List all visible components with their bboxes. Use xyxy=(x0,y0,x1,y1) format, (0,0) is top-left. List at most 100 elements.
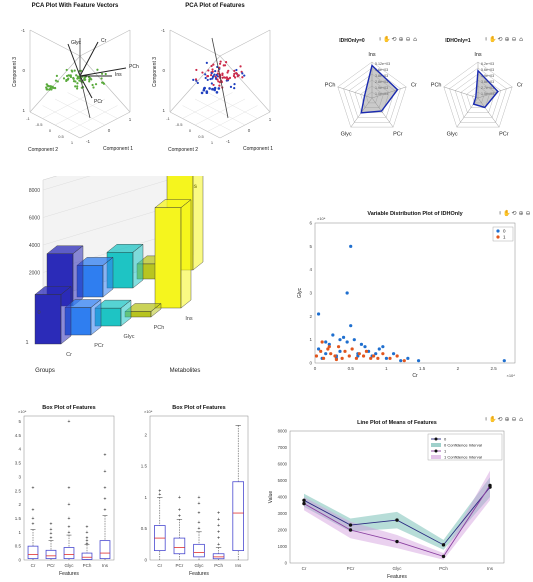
pca-point xyxy=(50,88,53,91)
pca-point xyxy=(56,80,59,83)
export-icon: ⭫ xyxy=(485,36,487,43)
scatter-point xyxy=(326,347,330,351)
legend-swatch xyxy=(431,443,441,447)
pca-point xyxy=(74,80,77,83)
axis-frame-line xyxy=(219,29,271,57)
scatter-point xyxy=(354,356,359,360)
outlier-marker: + xyxy=(32,486,35,492)
radar-ring-label: 6.2e+03 xyxy=(481,62,494,66)
series-point xyxy=(302,498,306,502)
outlier-marker: + xyxy=(198,520,201,526)
category-tick-label: PCh xyxy=(154,325,165,331)
x-tick-label: PCh xyxy=(83,563,92,568)
line-plot: Line Plot of Means of Features ⭫ ✋ ⟲ ⊕ ⊖ ⌂0100… xyxy=(268,415,523,580)
radar-ring-label: 1.9e+03 xyxy=(375,86,388,90)
radar-idh0-panel: IDHOnly=0 ⭫ ✋ ⟲ ⊕ ⊖ ⌂ 5.12e+03 4.6e+03 3.8e+03 2.8… xyxy=(322,30,422,155)
chart-title: Variable Distribution Plot of IDHOnly xyxy=(367,211,463,217)
zoom-in-icon: ⊕ xyxy=(504,416,509,423)
pca-point xyxy=(211,68,214,71)
x-axis-label: Features xyxy=(59,571,79,577)
rotate-icon: ⟲ xyxy=(391,36,396,43)
scatter-point xyxy=(406,356,410,360)
zoom-out-icon: ⊖ xyxy=(511,416,516,423)
y-tick-label: 1 xyxy=(18,530,21,535)
x-tick-label: PCr xyxy=(176,563,184,568)
box xyxy=(99,540,111,560)
y-tick-label: 1.5 xyxy=(15,516,22,521)
pca-point xyxy=(206,78,209,82)
radar-ring-label: 5.12e+03 xyxy=(375,62,390,66)
radar-ring xyxy=(449,67,507,123)
pca-point xyxy=(210,74,213,77)
grid-line xyxy=(194,98,246,126)
outlier-marker: + xyxy=(198,526,201,532)
pca-point xyxy=(217,80,220,83)
x-tick-label: -1 xyxy=(226,139,230,144)
x-tick-label: 1 xyxy=(129,117,132,122)
scatter-point xyxy=(359,342,364,346)
zoom-out-icon: ⊖ xyxy=(511,36,516,43)
pca-point xyxy=(104,72,107,76)
scatter-point xyxy=(333,354,337,358)
scatter-point xyxy=(329,352,333,356)
home-icon: ⌂ xyxy=(519,36,523,43)
box2-plot: Box Plot of Features×10⁴00.511.52++Cr+++… xyxy=(141,405,249,577)
y-tick-label: 1 xyxy=(71,140,74,145)
radar-ring-label: 3.8e+03 xyxy=(375,74,388,78)
pca-point xyxy=(195,68,198,72)
y-axis-label: Value xyxy=(268,491,274,504)
vector-label: PCr xyxy=(94,99,103,105)
outlier-marker: + xyxy=(217,511,220,517)
y-tick-label: 4 xyxy=(18,447,21,452)
radar-ring-label: 1.5e+03 xyxy=(481,92,494,96)
legend-swatch xyxy=(431,455,441,459)
home-icon: ⌂ xyxy=(519,416,523,423)
outlier-marker: + xyxy=(50,522,53,528)
line-panel: Line Plot of Means of Features ⭫ ✋ ⟲ ⊕ ⊖ ⌂ 0 100… xyxy=(262,415,532,582)
pca-point xyxy=(208,87,211,90)
pca-point xyxy=(243,74,246,77)
y-tick-label: -1 xyxy=(166,116,170,121)
x-axis-label: Features xyxy=(189,571,209,577)
radar-spoke xyxy=(337,86,373,99)
feature-vector xyxy=(79,75,91,119)
outlier-marker: + xyxy=(50,531,53,537)
radar-ring-label: 4.6e+03 xyxy=(375,68,388,72)
x-tick-label: Glyc xyxy=(65,563,75,568)
pca-point xyxy=(233,69,236,72)
scatter-point xyxy=(349,324,353,328)
radar-ring xyxy=(337,61,407,128)
z-axis-label: Component 3 xyxy=(12,57,18,87)
pca-point xyxy=(202,88,206,92)
pca-point xyxy=(100,77,103,80)
z-tick-label: 1 xyxy=(162,108,165,113)
pca-point xyxy=(70,69,73,72)
radar-axis-label: Cr xyxy=(411,82,417,88)
scatter-point xyxy=(381,352,385,356)
pca-point xyxy=(88,78,91,81)
radar-ring xyxy=(354,79,390,113)
outlier-marker: + xyxy=(32,508,35,514)
legend-marker xyxy=(434,437,438,441)
category-tick-label: Glyc xyxy=(124,334,135,340)
radar-series xyxy=(472,69,499,109)
outlier-marker: + xyxy=(217,517,220,523)
y-tick-label: 0.5 xyxy=(15,544,22,549)
y-tick-label: 8000 xyxy=(278,429,288,434)
x-tick-label: 0 xyxy=(108,128,111,133)
y-tick-label: 2 xyxy=(309,314,312,319)
x-axis-label: Metabolites xyxy=(170,368,201,374)
outlier-marker: + xyxy=(86,535,89,541)
outlier-marker: + xyxy=(104,452,107,458)
pca-point xyxy=(233,86,236,90)
pca-point xyxy=(203,86,206,90)
pca-point xyxy=(233,72,236,76)
pca-point xyxy=(67,74,70,77)
radar-axis-label: PCr xyxy=(499,132,509,138)
scatter-point xyxy=(343,349,347,353)
pca-point xyxy=(51,85,54,89)
radar-spoke xyxy=(371,97,394,128)
pca-point xyxy=(218,66,221,69)
x-tick-label: 2.5 xyxy=(490,366,497,371)
legend-label: 0 xyxy=(444,437,447,442)
